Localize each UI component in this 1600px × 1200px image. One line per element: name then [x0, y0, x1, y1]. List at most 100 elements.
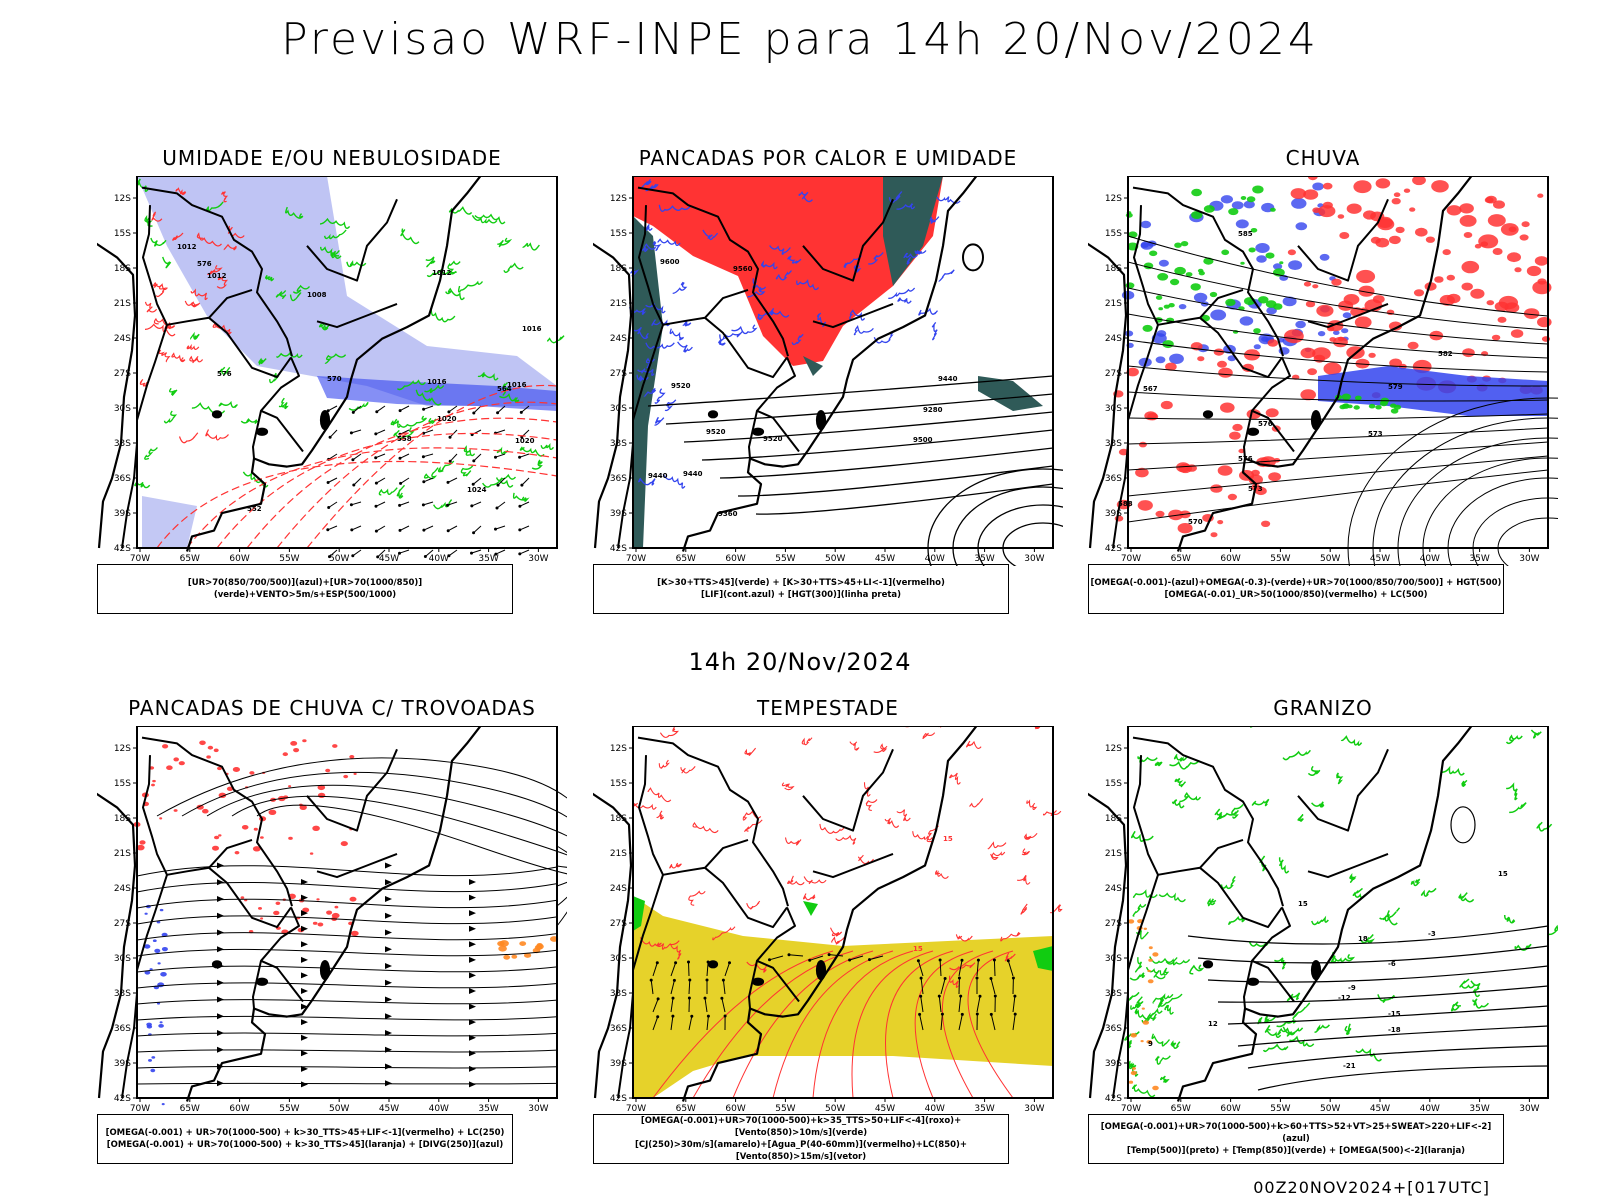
thunder-area	[212, 845, 219, 851]
wind-vector	[920, 978, 924, 995]
omega-strong-area	[1155, 295, 1163, 300]
green-contour	[499, 392, 520, 403]
rain-area	[1312, 284, 1319, 289]
panel-legend: [OMEGA(-0.001) + UR>70(1000-500) + k>30_…	[97, 1114, 513, 1164]
lat-tick-label: 15S	[1105, 229, 1122, 239]
flow-arrow	[301, 1019, 308, 1026]
vector-head	[423, 555, 427, 558]
humidity-area	[142, 496, 197, 548]
temp850-contour	[1157, 993, 1183, 1008]
flow-arrow	[385, 862, 392, 869]
map-pancadas-calor[interactable]: 9600 9560 9520 9440 9280 9500 9520 9440 9520 9440…	[593, 176, 1063, 566]
streamline	[136, 932, 558, 941]
rain-area	[1217, 360, 1227, 368]
lon-tick-label: 35W	[1469, 554, 1489, 564]
omega-strong-area	[1246, 196, 1256, 203]
omega500-area	[1152, 952, 1159, 957]
lon-tick-label: 60W	[229, 1104, 249, 1114]
wind-vector	[704, 998, 708, 1013]
map-umidade[interactable]: 1012101210081012101610161020102010241016…	[97, 176, 567, 566]
coastline-west	[97, 242, 137, 549]
red-dash-contour	[153, 317, 176, 329]
temp850-contour	[1155, 1055, 1171, 1065]
vector-head	[374, 504, 378, 508]
lat-tick-label: 39S	[1105, 509, 1122, 519]
hgt-contour	[755, 483, 1054, 515]
legend-line: [OMEGA(-0.001) + UR>70(1000-500) + k>30_…	[106, 1140, 504, 1150]
lon-tick-label: 45W	[379, 554, 399, 564]
flow-arrow	[385, 996, 392, 1003]
temp850-contour	[1158, 892, 1186, 903]
humidity-area	[137, 176, 557, 406]
flow-arrow	[385, 1063, 392, 1070]
thunder-area	[166, 765, 173, 770]
lif-contour	[637, 368, 655, 377]
hgt-contour	[1127, 455, 1549, 497]
vector-head	[1013, 994, 1017, 998]
thunder-area	[139, 840, 146, 845]
border-line	[812, 302, 894, 329]
red-dash-contour	[184, 300, 201, 308]
contour-label: 12	[1208, 1020, 1218, 1028]
thunder-area	[331, 912, 340, 919]
omega-strong-area	[1168, 303, 1175, 308]
vector-head	[703, 996, 707, 1000]
thunder-area	[151, 783, 155, 787]
rain-area	[1118, 448, 1129, 456]
lat-tick-label: 27S	[610, 369, 627, 379]
green-contour	[477, 372, 499, 381]
omega-area	[1295, 222, 1308, 231]
lat-tick-label: 30S	[114, 954, 131, 964]
coastline-west	[1088, 242, 1128, 549]
wind-vector	[670, 998, 674, 1013]
legend-line: [UR>70(850/700/500)](azul)+[UR>70(1000/8…	[187, 578, 423, 600]
hgt-contour	[701, 429, 1054, 461]
temp850-contour	[1179, 791, 1202, 803]
omega-area	[1318, 366, 1548, 416]
vector-head	[472, 531, 476, 535]
red-dash-contour	[190, 288, 208, 301]
vector-head	[351, 554, 355, 558]
lat-tick-label: 18S	[610, 264, 627, 274]
lon-tick-label: 40W	[1420, 554, 1440, 564]
contour-label: -12	[1338, 994, 1351, 1002]
omega-strong-area	[1265, 252, 1275, 259]
rain-area	[1227, 493, 1237, 501]
lat-tick-label: 18S	[114, 264, 131, 274]
thickness-contour	[306, 384, 558, 549]
rain-area	[1459, 203, 1474, 214]
vector-head	[470, 504, 474, 508]
green-contour	[437, 460, 455, 473]
rain-area	[1217, 465, 1233, 476]
wind-vector	[650, 980, 654, 995]
wind-vector	[399, 549, 410, 554]
wind-vector	[376, 405, 386, 413]
lat-tick-label: 12S	[1105, 194, 1122, 204]
lc-streamline	[652, 950, 834, 1099]
divergence-area	[159, 908, 164, 912]
map-chuva[interactable]: 58257957657657357357056758858512S15S18S2…	[1088, 176, 1558, 566]
divergence-area	[161, 1103, 165, 1106]
streamline	[136, 898, 558, 909]
green-contour	[474, 213, 506, 225]
lif-contour	[914, 250, 927, 255]
temp500-contour	[1207, 965, 1549, 983]
lat-tick-label: 27S	[114, 919, 131, 929]
omega-area	[1319, 253, 1330, 261]
lc-streamline	[812, 950, 914, 1099]
divergence-area	[159, 1021, 163, 1024]
map-tempestade[interactable]: 151512S15S18S21S24S27S30S33S36S39S42S70W…	[593, 726, 1063, 1116]
flow-arrow	[217, 946, 224, 953]
temp850-contour	[1159, 996, 1165, 1007]
omega-strong-area	[1170, 278, 1180, 286]
lat-tick-label: 18S	[114, 814, 131, 824]
rain-area	[1353, 180, 1372, 194]
lat-tick-label: 36S	[114, 1024, 131, 1034]
map-granizo[interactable]: -3 -6 -9 -12 -15 -18 -21 15 18 12 9 15 12S 15S 18S 21S 2…	[1088, 726, 1558, 1116]
thunder-area	[199, 740, 206, 746]
lon-tick-label: 55W	[775, 554, 795, 564]
flow-arrow	[385, 946, 392, 953]
rain-area	[1354, 316, 1372, 329]
orange-area	[497, 941, 505, 947]
